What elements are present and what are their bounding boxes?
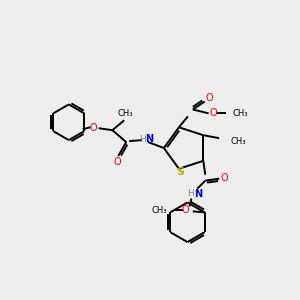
Text: CH₃: CH₃ <box>118 109 133 118</box>
Text: CH₃: CH₃ <box>152 206 167 215</box>
Text: H: H <box>187 189 194 198</box>
Text: N: N <box>145 134 153 144</box>
Text: CH₃: CH₃ <box>230 137 246 146</box>
Text: O: O <box>220 173 228 183</box>
Text: N: N <box>194 188 202 199</box>
Text: O: O <box>113 157 121 167</box>
Text: O: O <box>210 108 218 118</box>
Text: H: H <box>139 135 145 144</box>
Text: S: S <box>176 167 184 177</box>
Text: CH₃: CH₃ <box>232 109 248 118</box>
Text: O: O <box>206 93 214 103</box>
Text: O: O <box>182 206 190 215</box>
Text: O: O <box>90 123 97 133</box>
